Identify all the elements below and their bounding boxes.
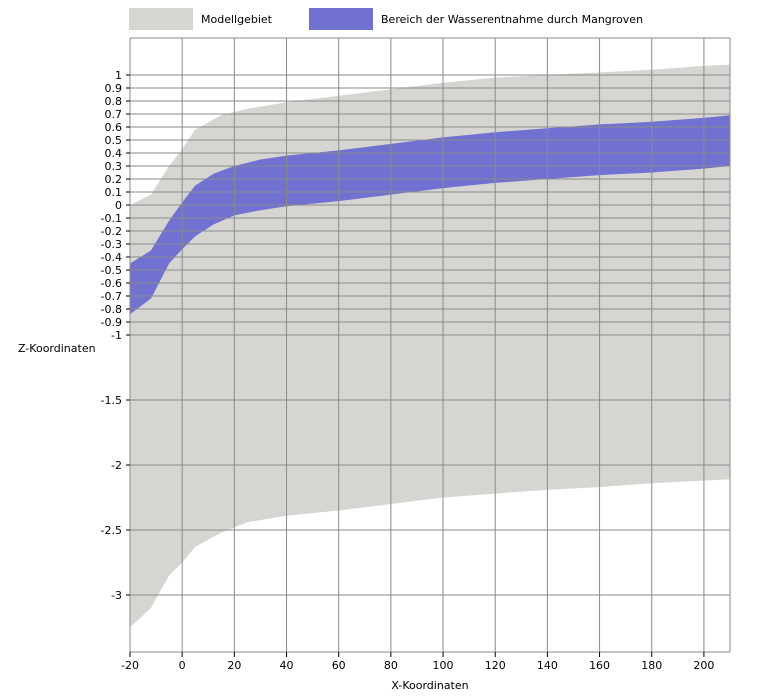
y-tick-label: -3 <box>111 589 122 602</box>
x-tick-label: 80 <box>384 659 398 672</box>
y-tick-label: -0.2 <box>101 225 122 238</box>
x-tick-label: 140 <box>537 659 558 672</box>
y-tick-label: -0.7 <box>101 290 122 303</box>
y-tick-label: -0.3 <box>101 238 122 251</box>
y-tick-label: -0.4 <box>101 251 122 264</box>
y-tick-label: -1 <box>111 329 122 342</box>
x-tick-label: 100 <box>433 659 454 672</box>
y-axis-ticks: 10.90.80.70.60.50.40.30.20.10-0.1-0.2-0.… <box>101 69 130 602</box>
y-tick-label: -0.6 <box>101 277 122 290</box>
y-tick-label: 1 <box>115 69 122 82</box>
y-tick-label: 0.5 <box>105 134 123 147</box>
y-tick-label: 0.2 <box>105 173 123 186</box>
x-tick-label: 20 <box>227 659 241 672</box>
legend-label-modellgebiet: Modellgebiet <box>201 13 273 26</box>
y-axis-label: Z-Koordinaten <box>18 342 96 355</box>
y-tick-label: 0.4 <box>105 147 123 160</box>
x-tick-label: 120 <box>485 659 506 672</box>
y-tick-label: -2.5 <box>101 524 122 537</box>
y-tick-label: 0.3 <box>105 160 123 173</box>
y-tick-label: 0.9 <box>105 82 123 95</box>
x-tick-label: 40 <box>280 659 294 672</box>
y-tick-label: 0 <box>115 199 122 212</box>
x-axis-label: X-Koordinaten <box>391 679 468 692</box>
y-tick-label: -0.8 <box>101 303 122 316</box>
x-tick-label: 60 <box>332 659 346 672</box>
legend-label-mangroven: Bereich der Wasserentnahme durch Mangrov… <box>381 13 643 26</box>
legend-swatch-modellgebiet <box>129 8 193 30</box>
y-tick-label: 0.1 <box>105 186 123 199</box>
x-tick-label: 160 <box>589 659 610 672</box>
y-tick-label: -0.5 <box>101 264 122 277</box>
y-tick-label: -1.5 <box>101 394 122 407</box>
x-tick-label: 180 <box>641 659 662 672</box>
x-tick-label: 0 <box>179 659 186 672</box>
legend: Modellgebiet Bereich der Wasserentnahme … <box>129 8 643 30</box>
x-tick-label: 200 <box>693 659 714 672</box>
x-tick-label: -20 <box>121 659 139 672</box>
y-tick-label: -0.9 <box>101 316 122 329</box>
grid <box>129 37 731 653</box>
y-tick-label: 0.6 <box>105 121 123 134</box>
x-axis-ticks: -20 0 20 40 60 80 100 120 140 160 180 200 <box>121 652 714 672</box>
plot-areas <box>130 64 730 628</box>
area-series-1 <box>130 115 730 315</box>
y-tick-label: 0.7 <box>105 108 123 121</box>
legend-swatch-mangroven <box>309 8 373 30</box>
y-tick-label: -0.1 <box>101 212 122 225</box>
y-tick-label: 0.8 <box>105 95 123 108</box>
y-tick-label: -2 <box>111 459 122 472</box>
